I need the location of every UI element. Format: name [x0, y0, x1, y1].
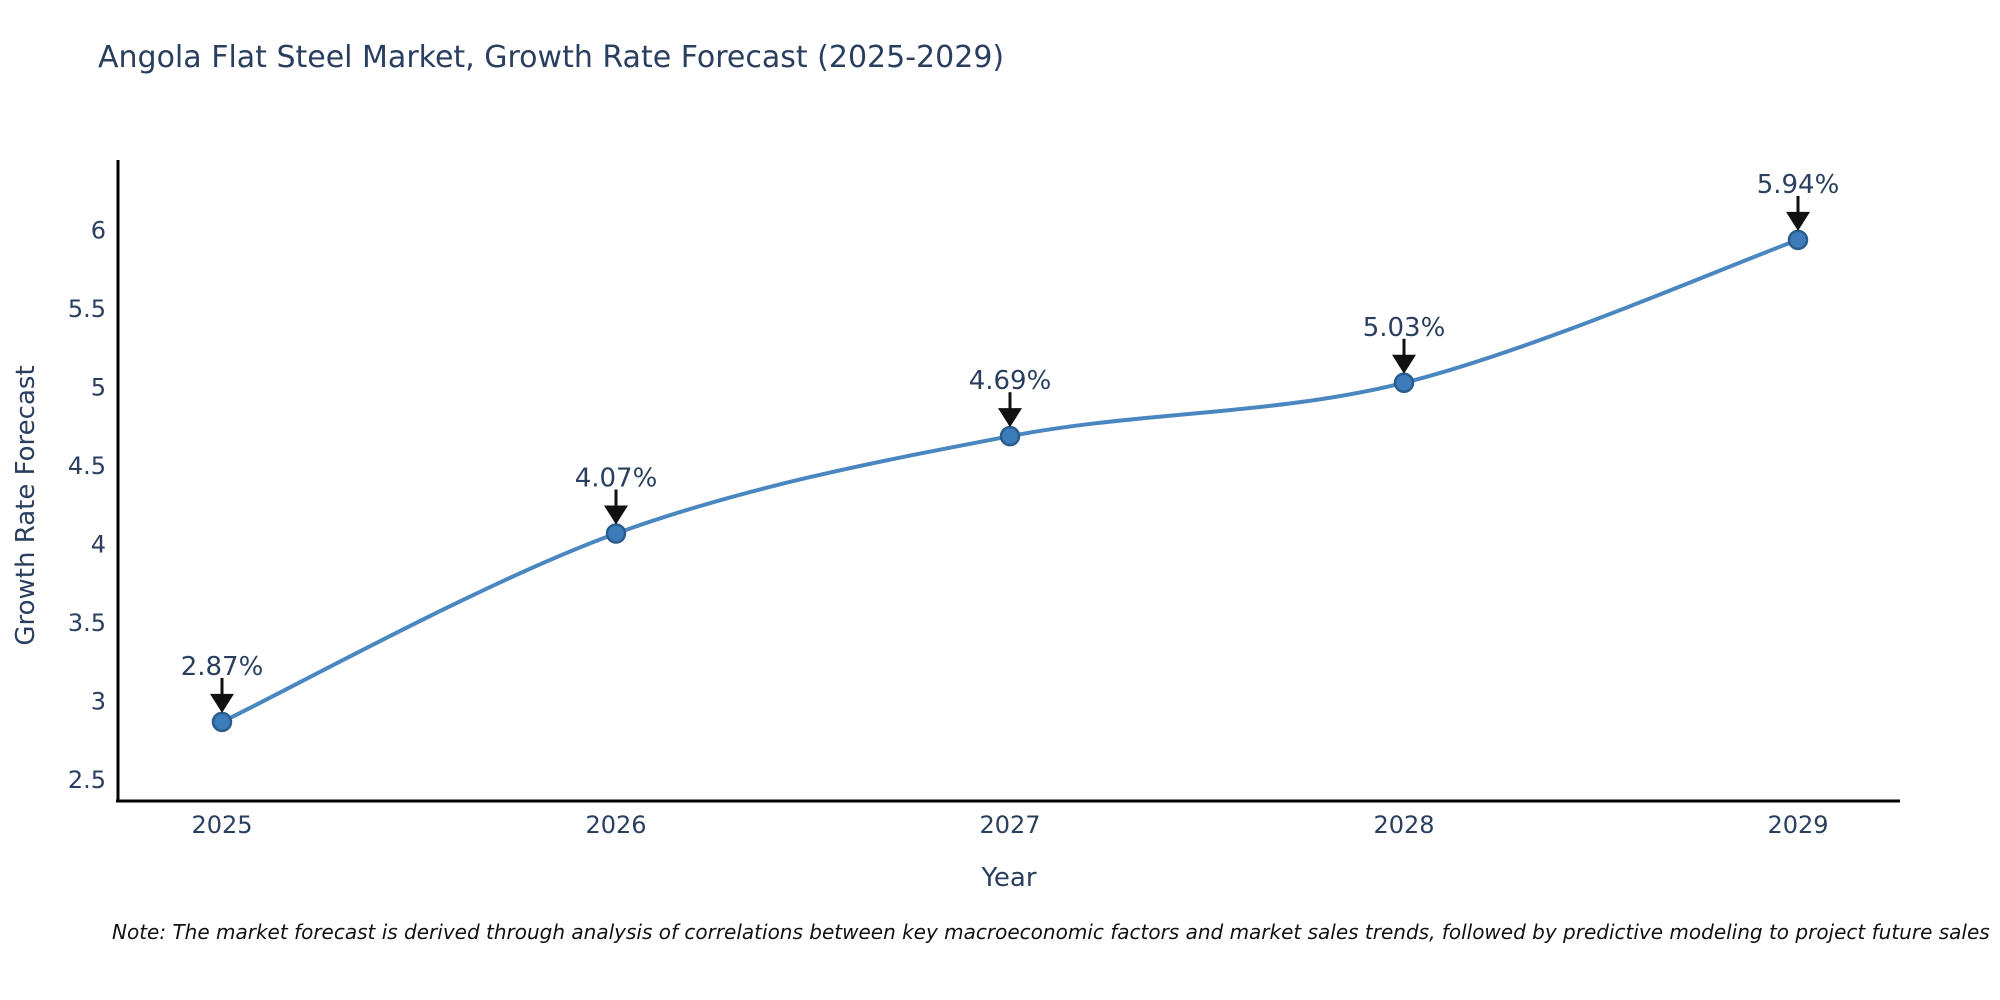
annotation-label: 4.69% — [969, 366, 1052, 396]
chart-title: Angola Flat Steel Market, Growth Rate Fo… — [98, 40, 1005, 75]
annotation-label: 4.07% — [575, 464, 658, 494]
x-tick-label: 2025 — [191, 811, 252, 839]
data-point-marker — [605, 523, 627, 544]
y-tick-label: 6 — [91, 217, 106, 245]
footnote: Note: The market forecast is derived thr… — [112, 920, 1990, 944]
y-axis-title: Growth Rate Forecast — [11, 365, 41, 645]
data-point-marker — [1787, 229, 1809, 251]
y-tick-label: 2.5 — [68, 766, 106, 794]
data-point-marker — [211, 711, 233, 733]
y-tick-label: 5.5 — [68, 295, 106, 323]
x-axis-title: Year — [980, 863, 1036, 893]
x-tick-label: 2029 — [1767, 811, 1828, 839]
series-line — [221, 238, 1799, 724]
y-tick-label: 4.5 — [68, 452, 106, 480]
annotation-arrow-head — [1392, 354, 1416, 374]
annotation-arrow-head — [998, 408, 1022, 428]
x-tick-label: 2028 — [1373, 811, 1434, 839]
y-tick-label: 3.5 — [68, 609, 106, 637]
x-tick-label: 2027 — [979, 811, 1040, 839]
annotation-arrow-head — [1786, 211, 1810, 231]
data-point-marker — [999, 425, 1021, 447]
data-point-marker — [1393, 372, 1415, 394]
annotation-arrow-head — [210, 693, 234, 713]
y-tick-label: 3 — [91, 688, 106, 716]
annotation-label: 5.94% — [1757, 170, 1840, 200]
annotation-label: 2.87% — [181, 652, 264, 682]
x-tick-label: 2026 — [585, 811, 646, 839]
y-tick-label: 4 — [91, 531, 106, 559]
y-tick-label: 5 — [91, 374, 106, 402]
annotation-arrow-head — [604, 505, 628, 525]
annotation-label: 5.03% — [1363, 313, 1446, 343]
